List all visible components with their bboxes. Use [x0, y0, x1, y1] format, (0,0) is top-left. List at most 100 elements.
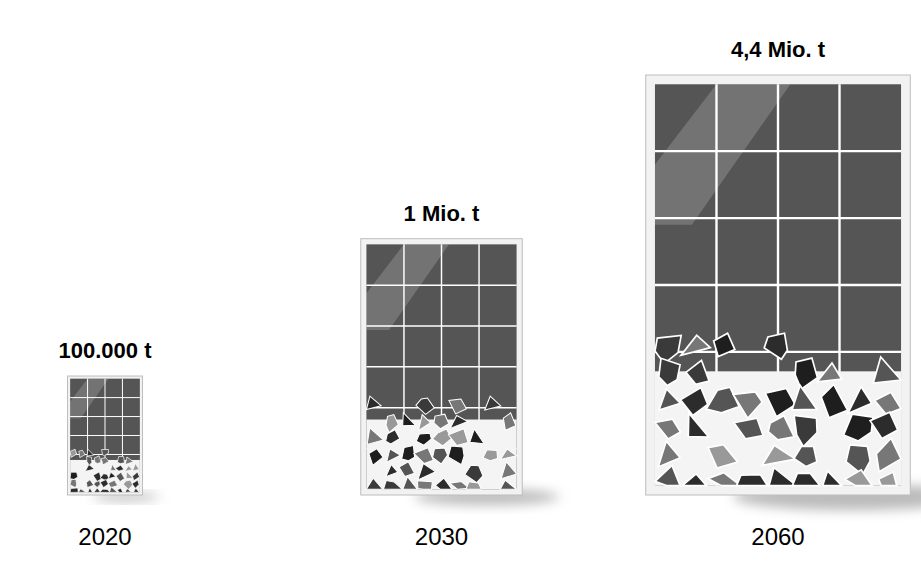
panel-frame: [361, 239, 522, 495]
cell-line: [70, 416, 140, 417]
shard: [126, 472, 133, 479]
shard: [117, 457, 124, 464]
shard: [450, 416, 468, 429]
shard: [792, 385, 817, 410]
panel-frame: [68, 376, 143, 495]
shard: [875, 392, 901, 414]
shard: [870, 412, 898, 438]
shard: [403, 413, 416, 426]
panel-frame: [646, 75, 911, 495]
shard: [109, 487, 117, 493]
shard: [367, 428, 384, 445]
shard: [366, 478, 383, 489]
shard: [734, 418, 763, 439]
cell-line: [70, 397, 140, 398]
shard: [708, 445, 738, 468]
shard: [94, 456, 101, 464]
shard: [369, 449, 383, 466]
shard: [503, 413, 516, 430]
shard: [765, 388, 795, 416]
chart: 100.000 t20201 Mio. t20304,4 Mio. t2060: [0, 0, 921, 566]
shard: [133, 464, 140, 471]
shard: [125, 489, 131, 493]
shard: [483, 450, 498, 461]
shard: [86, 480, 93, 488]
shard: [386, 415, 398, 433]
shard: [706, 387, 739, 413]
shard: [111, 465, 117, 471]
cell-line: [366, 366, 516, 367]
shard: [416, 433, 431, 445]
shard: [817, 363, 842, 382]
shard: [681, 335, 710, 355]
shard: [399, 462, 415, 477]
shard: [88, 488, 93, 493]
shard: [733, 392, 762, 418]
category-label: 2020: [78, 523, 131, 550]
shard: [418, 464, 436, 480]
shard: [79, 450, 85, 457]
sheen: [655, 84, 790, 225]
shatter-ground: [655, 371, 901, 485]
shard: [85, 465, 94, 472]
shard: [100, 474, 109, 481]
shard: [94, 488, 101, 493]
shard: [848, 387, 872, 414]
shard: [821, 384, 847, 417]
shard: [102, 450, 109, 456]
shard: [659, 358, 680, 385]
shard: [133, 472, 140, 481]
shard: [794, 416, 817, 447]
shard: [94, 481, 101, 488]
shard: [123, 480, 132, 489]
shard: [655, 465, 680, 485]
cell-line: [655, 150, 901, 152]
shard: [769, 468, 797, 486]
shard: [485, 396, 501, 410]
shard: [846, 445, 870, 475]
cell-line: [366, 325, 516, 326]
shard: [386, 430, 400, 444]
shard: [879, 472, 897, 486]
shard: [419, 415, 431, 431]
category-label: 2060: [751, 523, 804, 550]
data-label: 100.000 t: [59, 338, 153, 363]
cell-line: [70, 435, 140, 436]
shard: [125, 466, 132, 472]
shard: [762, 445, 796, 465]
panel-surface: [655, 84, 901, 485]
shard: [448, 446, 464, 465]
shard: [659, 389, 681, 410]
shard: [823, 471, 842, 486]
shard: [100, 480, 108, 488]
shard: [384, 481, 403, 490]
shard: [93, 472, 101, 482]
shard: [465, 465, 483, 482]
cell-line: [366, 284, 516, 285]
shard: [109, 472, 116, 479]
data-label: 1 Mio. t: [404, 201, 480, 226]
shard: [448, 429, 468, 446]
shard: [449, 399, 467, 414]
cell-line: [655, 284, 901, 286]
shard: [501, 462, 516, 479]
shard: [845, 470, 872, 486]
shard: [70, 449, 77, 457]
shard: [132, 480, 139, 488]
shard: [108, 480, 117, 487]
shard: [386, 465, 398, 477]
shard: [686, 360, 709, 384]
shard: [708, 473, 741, 486]
shard: [658, 441, 680, 467]
shard: [470, 429, 484, 444]
shard: [87, 456, 92, 465]
shard: [100, 489, 111, 492]
panel-surface: [366, 244, 516, 489]
shard: [117, 488, 123, 492]
shard: [768, 416, 794, 440]
shard: [737, 475, 768, 486]
shard: [876, 438, 901, 471]
shard: [795, 358, 817, 389]
shard: [873, 357, 901, 383]
shard: [133, 488, 139, 492]
